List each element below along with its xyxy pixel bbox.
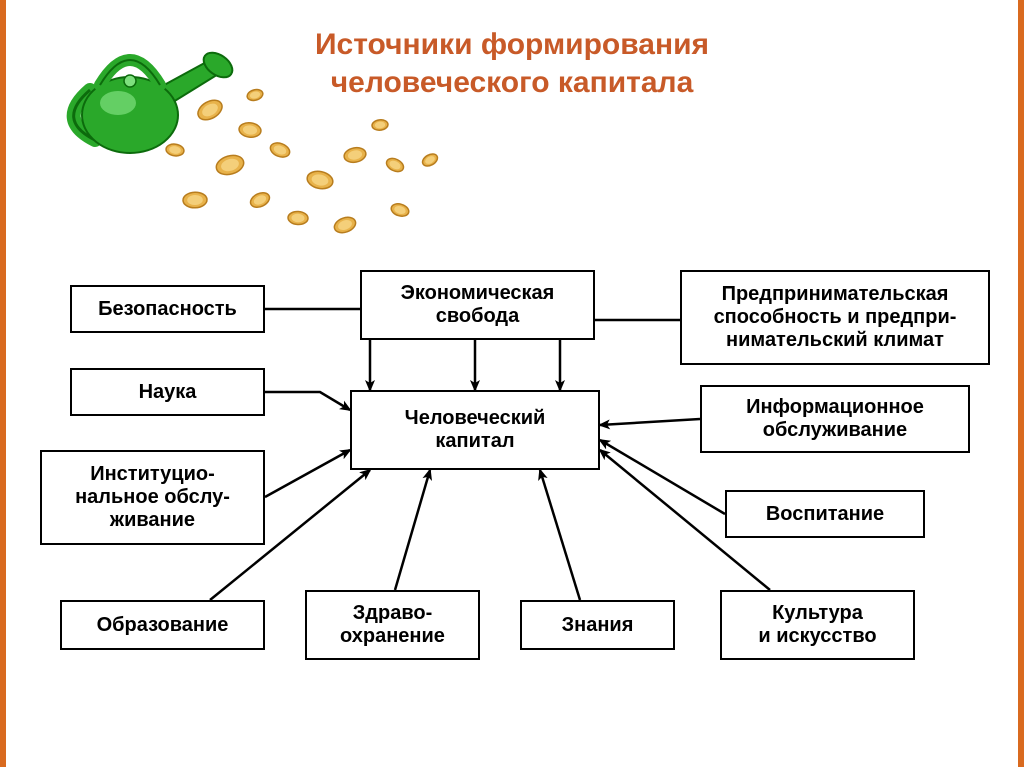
node-econfree: Экономическаясвобода: [360, 270, 595, 340]
node-entrepr: Предпринимательскаяспособность и предпри…: [680, 270, 990, 365]
node-education: Образование: [60, 600, 265, 650]
nodes-container: Человеческийкапитал Безопасность Наука Инст…: [0, 0, 1024, 767]
node-culture: Культураи искусство: [720, 590, 915, 660]
node-health: Здраво-охранение: [305, 590, 480, 660]
node-info: Информационноеобслуживание: [700, 385, 970, 453]
node-knowledge: Знания: [520, 600, 675, 650]
node-safety: Безопасность: [70, 285, 265, 333]
node-upbringing: Воспитание: [725, 490, 925, 538]
node-inst: Институцио-нальное обслу-живание: [40, 450, 265, 545]
node-center: Человеческийкапитал: [350, 390, 600, 470]
node-science: Наука: [70, 368, 265, 416]
